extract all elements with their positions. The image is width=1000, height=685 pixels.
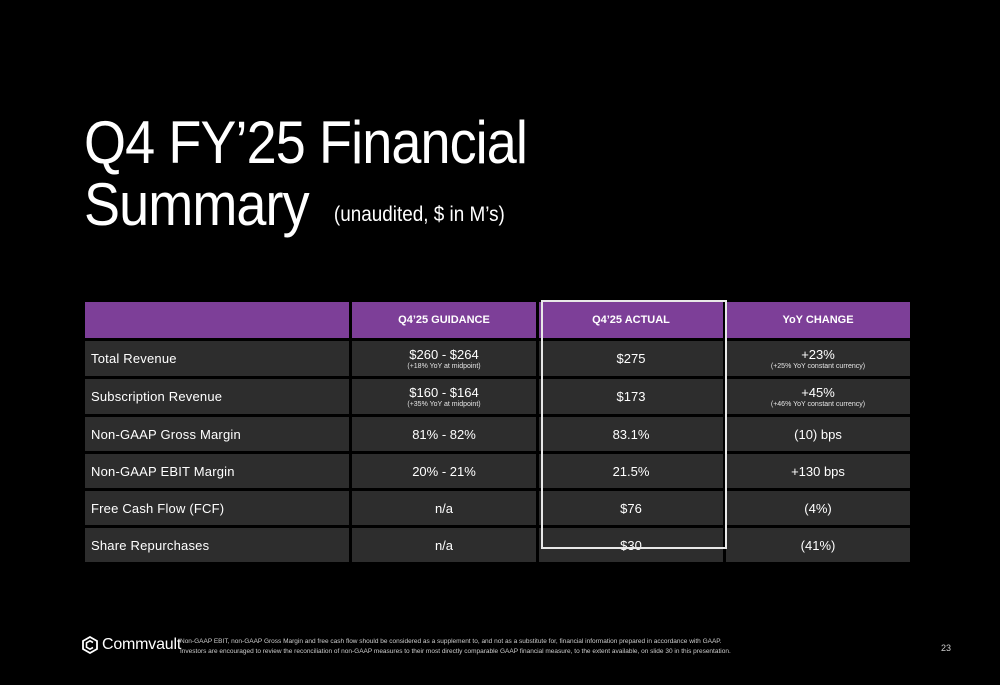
actual-cell: 83.1% [539,417,723,451]
guidance-value: $160 - $164 [409,384,479,400]
yoy-cell: (41%) [726,528,910,562]
header-cell-metric [85,302,349,338]
commvault-hexagon-icon [82,636,98,654]
title-line-1: Q4 FY’25 Financial [84,109,528,176]
guidance-cell: 20% - 21% [352,454,536,488]
row-label: Non-GAAP Gross Margin [85,417,349,451]
guidance-cell: n/a [352,528,536,562]
yoy-value: +45% [801,384,835,400]
header-cell-actual: Q4’25 ACTUAL [539,302,723,338]
header-cell-guidance: Q4’25 GUIDANCE [352,302,536,338]
table-row: Free Cash Flow (FCF) n/a $76 (4%) [85,491,910,525]
row-label: Total Revenue [85,341,349,376]
actual-cell: $275 [539,341,723,376]
commvault-logo: Commvault [82,636,181,654]
table-row: Non-GAAP Gross Margin 81% - 82% 83.1% (1… [85,417,910,451]
table-row: Share Repurchases n/a $30 (41%) [85,528,910,562]
row-label: Subscription Revenue [85,379,349,414]
actual-cell: $76 [539,491,723,525]
guidance-cell: $160 - $164 (+35% YoY at midpoint) [352,379,536,414]
yoy-value: +23% [801,346,835,362]
logo-text: Commvault [102,636,182,653]
footnote-line-2: Investors are encouraged to review the r… [180,648,731,655]
row-label: Non-GAAP EBIT Margin [85,454,349,488]
yoy-cell: (4%) [726,491,910,525]
yoy-cell: (10) bps [726,417,910,451]
yoy-cell: +23% (+25% YoY constant currency) [726,341,910,376]
guidance-note: (+18% YoY at midpoint) [407,362,481,370]
guidance-value: $260 - $264 [409,346,479,362]
actual-cell: $30 [539,528,723,562]
yoy-note: (+46% YoY constant currency) [770,400,866,408]
guidance-cell: $260 - $264 (+18% YoY at midpoint) [352,341,536,376]
table-row: Total Revenue $260 - $264 (+18% YoY at m… [85,341,910,376]
table-row: Subscription Revenue $160 - $164 (+35% Y… [85,379,910,414]
yoy-cell: +130 bps [726,454,910,488]
actual-cell: 21.5% [539,454,723,488]
header-cell-yoy: YoY CHANGE [726,302,910,338]
title-line-2: Summary [84,171,310,238]
page-number: 23 [941,643,952,653]
table-header-row: Q4’25 GUIDANCE Q4’25 ACTUAL YoY CHANGE [85,302,910,338]
actual-cell: $173 [539,379,723,414]
slide-subtitle: (unaudited, $ in M’s) [333,203,505,226]
footnote-line-1: Non-GAAP EBIT, non-GAAP Gross Margin and… [180,638,722,645]
guidance-cell: 81% - 82% [352,417,536,451]
footnote: Non-GAAP EBIT, non-GAAP Gross Margin and… [180,637,731,657]
table-row: Non-GAAP EBIT Margin 20% - 21% 21.5% +13… [85,454,910,488]
row-label: Share Repurchases [85,528,349,562]
row-label: Free Cash Flow (FCF) [85,491,349,525]
yoy-note: (+25% YoY constant currency) [770,362,866,370]
title-line-2-wrap: Summary (unaudited, $ in M’s) [84,174,527,246]
financial-summary-table: Q4’25 GUIDANCE Q4’25 ACTUAL YoY CHANGE T… [82,299,913,565]
yoy-cell: +45% (+46% YoY constant currency) [726,379,910,414]
guidance-cell: n/a [352,491,536,525]
guidance-note: (+35% YoY at midpoint) [407,400,481,408]
slide-title: Q4 FY’25 Financial Summary (unaudited, $ … [84,109,528,246]
